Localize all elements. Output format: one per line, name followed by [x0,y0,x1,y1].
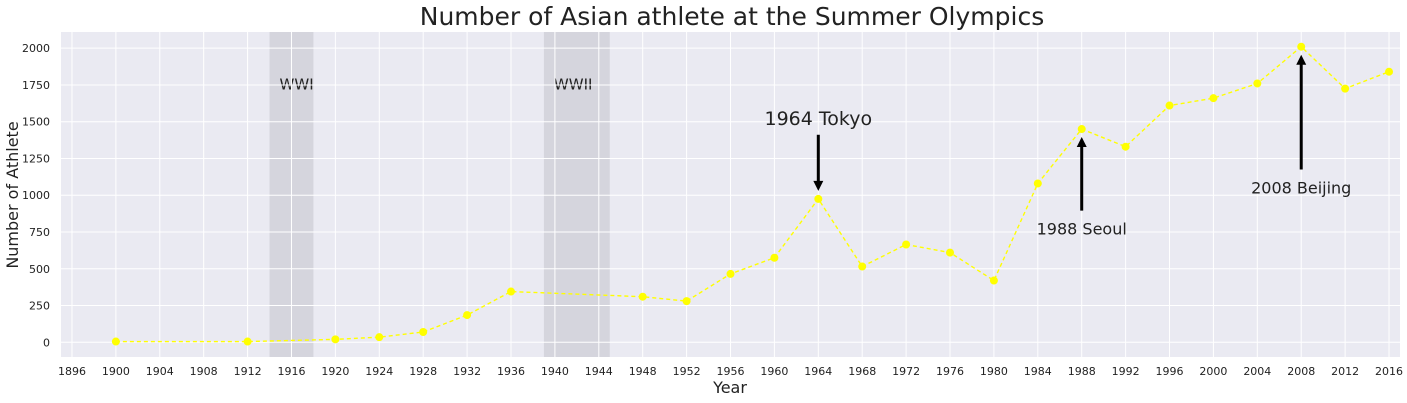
x-tick-label: 2008 [1287,365,1315,378]
x-axis-label: Year [712,378,747,397]
series-line [111,42,1394,346]
annotations: 1964 Tokyo 1988 Seoul 2008 Beijing [765,54,1351,239]
x-tick-label: 1988 [1068,365,1096,378]
data-point [419,328,428,336]
x-tick-label: 1992 [1112,365,1140,378]
y-tick-label: 1250 [22,152,50,165]
data-point [1385,67,1394,76]
x-tick-label: 2016 [1375,365,1403,378]
x-tick-label: 1932 [453,365,481,378]
chart-title: Number of Asian athlete at the Summer Ol… [420,2,1044,31]
data-point [111,337,120,346]
x-tick-label: 2000 [1199,365,1227,378]
x-tick-label: 1996 [1156,365,1184,378]
x-tick-label: 1976 [936,365,964,378]
x-tick-label: 1964 [804,365,832,378]
x-tick-label: 1960 [760,365,788,378]
data-point [814,194,823,203]
x-tick-label: 1904 [146,365,174,378]
data-point [1121,142,1130,151]
data-point [989,276,998,285]
data-point [902,240,911,249]
annotation-arrow [1296,54,1307,170]
x-tick-label: 1924 [365,365,393,378]
x-tick-label: 1948 [629,365,657,378]
x-tick-label: 1980 [980,365,1008,378]
x-tick-label: 1944 [585,365,613,378]
data-point [946,248,955,257]
x-tick-labels: 1896 1900 1904 1908 1912 1916 1920 1924 1928 1932… [58,365,1403,378]
y-tick-label: 1500 [22,116,50,129]
data-point [638,292,647,301]
data-point [682,297,691,306]
x-tick-label: 1916 [277,365,305,378]
data-point [1253,79,1262,88]
x-tick-label: 1956 [717,365,745,378]
x-tick-label: 1968 [848,365,876,378]
data-point [331,335,340,344]
data-point [1209,94,1218,103]
y-tick-label: 1750 [22,79,50,92]
data-point [1165,101,1174,110]
data-point [1033,179,1042,188]
x-tick-label: 1972 [892,365,920,378]
x-tick-label: 2004 [1243,365,1271,378]
data-point [770,253,779,262]
y-tick-label: 2000 [22,42,50,55]
x-tick-label: 1900 [102,365,130,378]
gridlines [61,32,1400,357]
data-point [243,337,252,346]
y-tick-label: 250 [29,300,50,313]
shaded-region-label: WWI [280,75,314,93]
y-tick-label: 500 [29,263,50,276]
x-tick-label: 1896 [58,365,86,378]
y-axis-label: Number of Athlete [3,121,22,268]
annotation-label: 2008 Beijing [1251,178,1351,197]
data-point [726,269,735,278]
data-point [1297,42,1306,51]
data-point [858,262,867,271]
annotation-label: 1988 Seoul [1037,220,1127,239]
x-tick-label: 1920 [321,365,349,378]
data-point [375,333,384,342]
x-tick-label: 1984 [1024,365,1052,378]
shaded-region-label: WWII [554,75,593,93]
data-point [1341,84,1350,93]
data-point [1077,125,1086,134]
annotation-arrow [813,134,824,191]
data-point [506,287,515,296]
x-tick-label: 1908 [190,365,218,378]
y-tick-label: 1000 [22,189,50,202]
x-tick-label: 1940 [541,365,569,378]
y-tick-labels: 0 250 500 750 1000 1250 1500 1750 2000 [22,42,50,349]
y-tick-label: 750 [29,226,50,239]
x-tick-label: 1936 [497,365,525,378]
annotation-arrow [1076,137,1087,211]
data-point [463,311,472,320]
x-tick-label: 1912 [234,365,262,378]
y-tick-label: 0 [43,336,50,349]
annotation-label: 1964 Tokyo [765,108,873,130]
x-tick-label: 1952 [673,365,701,378]
x-tick-label: 2012 [1331,365,1359,378]
x-tick-label: 1928 [409,365,437,378]
